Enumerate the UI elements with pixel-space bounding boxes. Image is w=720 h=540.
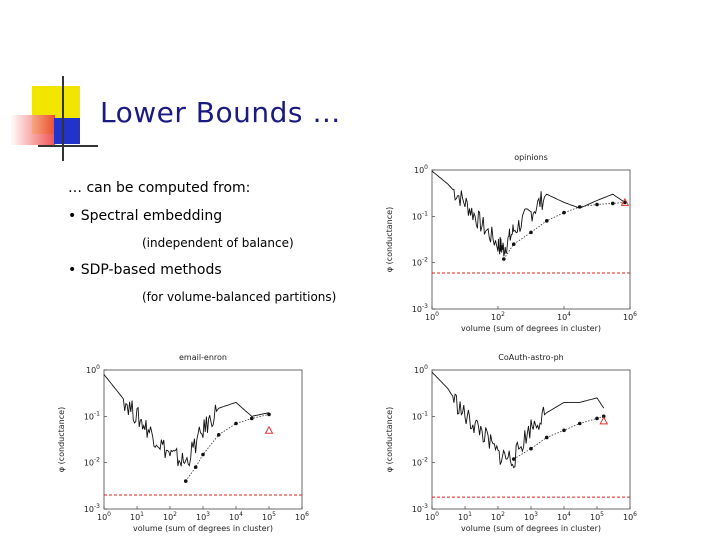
series-point (201, 452, 205, 457)
deco-horizontal-line (38, 145, 98, 147)
chart-title: CoAuth-astro-ph (498, 353, 564, 362)
y-tick-label: 10-3 (412, 303, 428, 314)
x-tick-label: 102 (491, 511, 505, 522)
series-point (267, 412, 271, 417)
deco-vertical-line (62, 76, 64, 161)
x-tick-label: 105 (590, 511, 604, 522)
y-tick-label: 10-3 (84, 503, 100, 514)
y-tick-label: 100 (86, 364, 100, 375)
series-point (544, 435, 549, 440)
y-tick-label: 10-1 (412, 410, 428, 421)
x-axis-label: volume (sum of degrees in cluster) (461, 524, 601, 533)
x-tick-label: 102 (491, 311, 505, 322)
x-tick-label: 103 (524, 511, 538, 522)
series-point (511, 242, 516, 247)
x-tick-label: 102 (163, 511, 177, 522)
plot-frame (431, 369, 631, 510)
series-point (595, 202, 599, 207)
slide-title: Lower Bounds … (100, 96, 341, 129)
x-tick-label: 100 (97, 511, 111, 522)
series-point (577, 205, 582, 209)
y-tick-label: 10-2 (84, 457, 100, 468)
chart-title: email-enron (179, 353, 227, 362)
chart-title: opinions (514, 153, 548, 162)
x-tick-label: 104 (557, 511, 571, 522)
intro-text: … can be computed from: (68, 180, 251, 196)
series-point (529, 230, 533, 235)
chart-coauth-astro-ph: CoAuth-astro-ph volume (sum of degrees in… (385, 353, 637, 533)
x-tick-label: 100 (425, 511, 439, 522)
series-point (562, 428, 566, 433)
series-point (216, 432, 221, 437)
series-point (595, 416, 599, 421)
series-point (511, 457, 516, 461)
y-tick-label: 10-1 (84, 410, 100, 421)
y-tick-label: 10-3 (412, 503, 428, 514)
x-axis-label: volume (sum of degrees in cluster) (133, 524, 273, 533)
deco-red-square (10, 115, 55, 145)
series-point (193, 465, 198, 469)
x-tick-label: 101 (130, 511, 144, 522)
series-point (529, 446, 533, 451)
sdp-marker (620, 197, 630, 206)
x-tick-label: 106 (623, 311, 637, 322)
series-point (234, 421, 238, 426)
x-tick-label: 106 (295, 511, 309, 522)
chart-opinions: opinions volume (sum of degrees in cluste… (385, 153, 637, 333)
bullet-spectral-note: (independent of balance) (142, 236, 294, 250)
y-tick-label: 100 (414, 364, 428, 375)
series-line-spectral-lower-bound (503, 202, 625, 260)
series-line-spectral-lower-bound (185, 414, 270, 482)
series-point (249, 416, 254, 421)
x-tick-label: 104 (557, 311, 571, 322)
y-tick-label: 10-1 (412, 210, 428, 221)
bullet-sdp: • SDP-based methods (68, 262, 222, 278)
deco-blue-square (54, 118, 80, 144)
chart-email-enron: email-enron volume (sum of degrees in clu… (57, 353, 309, 533)
y-axis-label: φ (conductance) (57, 407, 66, 472)
x-tick-label: 104 (229, 511, 243, 522)
x-tick-label: 101 (458, 511, 472, 522)
x-axis-label: volume (sum of degrees in cluster) (461, 324, 601, 333)
plot-frame (431, 169, 631, 310)
series-point (610, 201, 615, 206)
x-tick-label: 106 (623, 511, 637, 522)
x-tick-label: 103 (196, 511, 210, 522)
y-tick-label: 10-2 (412, 257, 428, 268)
series-line-ncp-profile (431, 371, 605, 469)
y-tick-label: 100 (414, 164, 428, 175)
series-point (577, 421, 582, 426)
sdp-marker (599, 416, 609, 425)
sdp-marker (264, 425, 274, 434)
series-point (562, 210, 566, 215)
bullet-sdp-note: (for volume-balanced partitions) (142, 290, 337, 304)
series-point (183, 479, 188, 483)
plot-frame (103, 369, 303, 510)
x-tick-label: 100 (425, 311, 439, 322)
y-tick-label: 10-2 (412, 457, 428, 468)
series-point (544, 219, 549, 223)
series-point (502, 257, 506, 261)
series-line-ncp-profile (431, 170, 626, 257)
series-line-ncp-profile (103, 374, 270, 467)
y-axis-label: φ (conductance) (385, 207, 394, 272)
x-tick-label: 105 (262, 511, 276, 522)
y-axis-label: φ (conductance) (385, 407, 394, 472)
bullet-spectral: • Spectral embedding (68, 208, 223, 224)
